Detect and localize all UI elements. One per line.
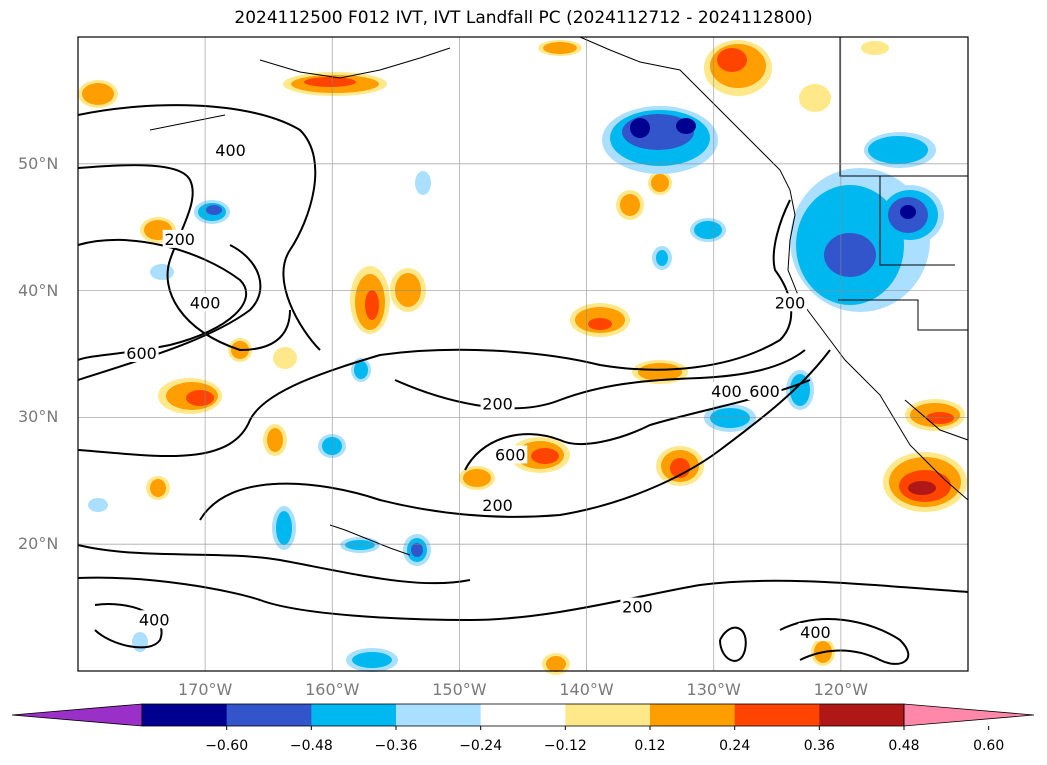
contour-label: 400 bbox=[139, 610, 170, 629]
contour-label-bg bbox=[213, 141, 248, 160]
lat-tick-label: 30°N bbox=[18, 407, 59, 427]
map-border bbox=[77, 36, 969, 672]
colorbar-swatch bbox=[819, 704, 905, 726]
colorbar-tick-label: 0.12 bbox=[634, 738, 666, 754]
lat-tick-label: 40°N bbox=[18, 280, 59, 300]
ivt-contours bbox=[77, 104, 969, 665]
graticule bbox=[78, 37, 968, 671]
colorbar-swatch bbox=[480, 704, 566, 726]
coastlines bbox=[149, 36, 969, 556]
lon-tick-label: 150°W bbox=[432, 680, 487, 699]
colorbar-swatch bbox=[311, 704, 397, 726]
colorbar-tick-label: 0.36 bbox=[803, 738, 835, 754]
contour-label-bg bbox=[493, 445, 528, 464]
contour-label-bg bbox=[162, 229, 197, 248]
lon-tick-label: 140°W bbox=[559, 680, 614, 699]
contour-label-bg bbox=[124, 344, 159, 362]
contour-label: 400 bbox=[215, 141, 246, 160]
contour-label: 200 bbox=[622, 598, 653, 617]
colorbar-swatch bbox=[396, 704, 482, 726]
colorbar-tick-label: −0.12 bbox=[543, 738, 587, 754]
colorbar-swatch bbox=[565, 704, 651, 726]
colorbar-tick-label: −0.48 bbox=[289, 738, 333, 754]
contour-label: 600 bbox=[495, 445, 526, 464]
contour-label-bg bbox=[773, 293, 807, 312]
contour-label: 600 bbox=[126, 344, 157, 363]
colorbar-tick-label: −0.24 bbox=[459, 738, 503, 754]
colorbar-extend-high bbox=[903, 703, 1035, 727]
contour-label-bg bbox=[620, 597, 655, 616]
contour-label: 400 bbox=[711, 382, 742, 401]
colorbar-swatch bbox=[650, 704, 736, 726]
contour-label-bg bbox=[709, 382, 744, 401]
lon-tick-label: 130°W bbox=[686, 680, 741, 699]
colorbar-tick-label: 0.24 bbox=[719, 738, 751, 754]
lat-tick-label: 50°N bbox=[18, 153, 59, 173]
contour-label: 600 bbox=[749, 382, 780, 401]
lon-tick-label: 120°W bbox=[813, 680, 869, 699]
lon-tick-label: 170°W bbox=[177, 680, 233, 699]
contour-label: 200 bbox=[164, 230, 195, 249]
contour-label: 400 bbox=[190, 293, 221, 312]
colorbar bbox=[11, 703, 1035, 730]
colorbar-swatch bbox=[226, 704, 312, 726]
lon-tick-label: 160°W bbox=[305, 680, 360, 699]
contour-label: 400 bbox=[800, 623, 831, 642]
contour-label-bg bbox=[747, 382, 782, 401]
map-title: 2024112500 F012 IVT, IVT Landfall PC (20… bbox=[234, 8, 813, 28]
contour-label-bg bbox=[137, 610, 172, 629]
contour-label-bg bbox=[480, 496, 515, 515]
colorbar-extend-low bbox=[11, 703, 143, 727]
contour-label-bg bbox=[480, 394, 515, 413]
contour-label-bg bbox=[798, 622, 833, 641]
colorbar-tick-label: −0.36 bbox=[374, 738, 418, 754]
colorbar-swatch bbox=[142, 704, 228, 726]
contour-label: 200 bbox=[482, 395, 513, 414]
contour-labels: 400 200 400 600 200 600 400 200 600 200 200 400 400 bbox=[124, 141, 833, 642]
colorbar-tick-label: 0.48 bbox=[888, 738, 920, 754]
ivt-shading bbox=[78, 40, 967, 675]
colorbar-tick-label: −0.60 bbox=[205, 738, 249, 754]
contour-label-bg bbox=[188, 293, 223, 312]
lat-tick-label: 20°N bbox=[18, 534, 59, 554]
contour-label: 200 bbox=[482, 496, 513, 515]
colorbar-swatch bbox=[734, 704, 820, 726]
colorbar-outline bbox=[141, 703, 905, 727]
colorbar-tick-label: 0.60 bbox=[973, 738, 1005, 754]
contour-label: 200 bbox=[775, 293, 806, 312]
